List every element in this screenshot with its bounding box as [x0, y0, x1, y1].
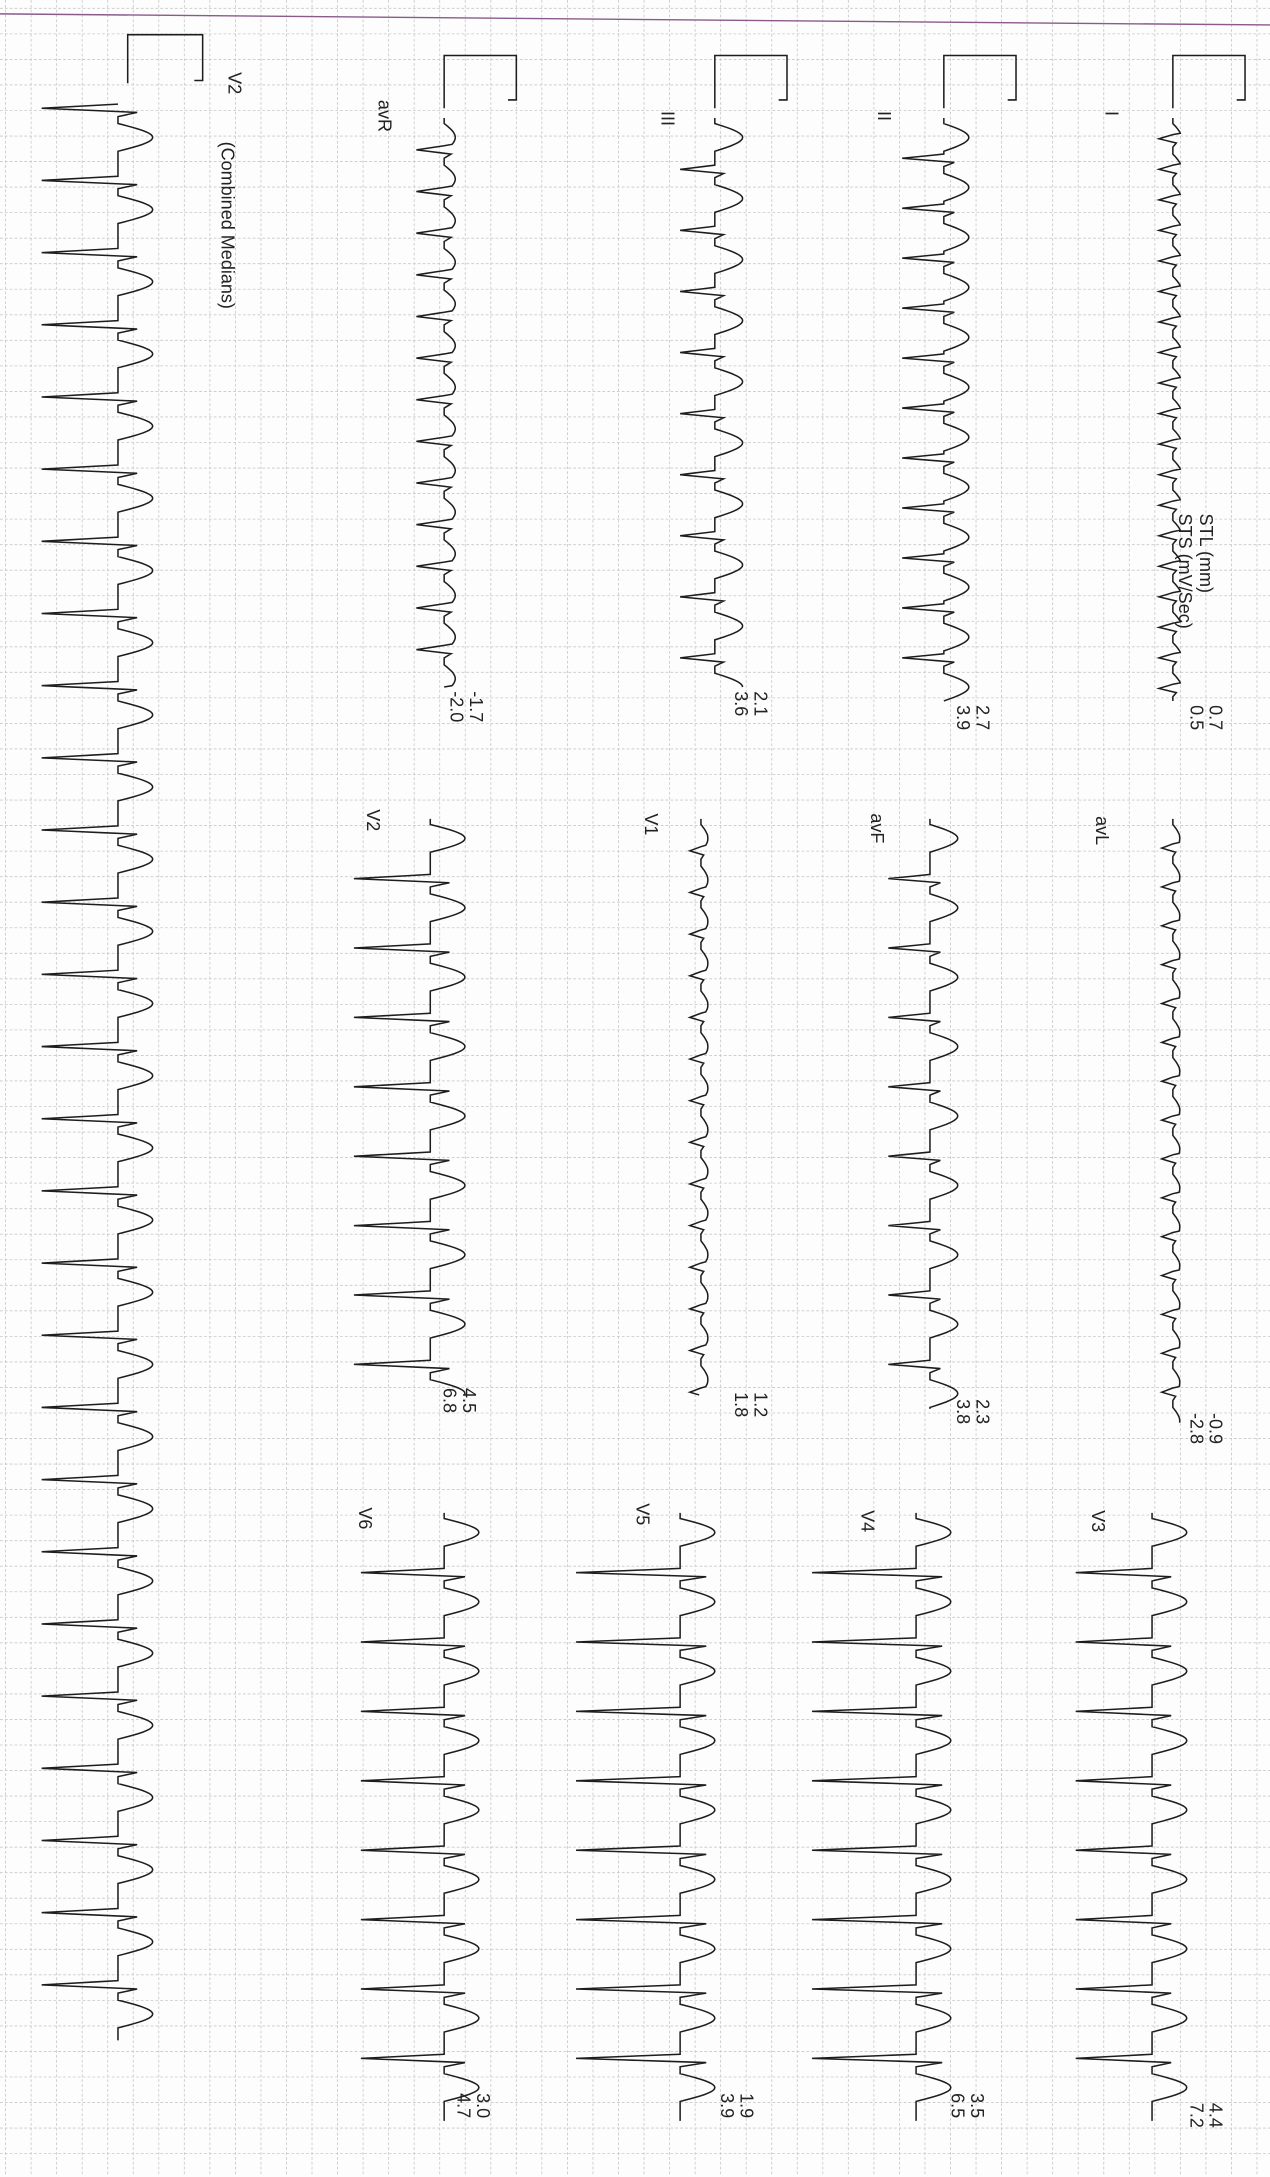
- sts-value: 3.8: [953, 1399, 973, 1424]
- calibration-pulse: [714, 54, 788, 109]
- calibration-pulse: [1172, 54, 1246, 109]
- lead-label: avF: [867, 813, 887, 843]
- ecg-trace: [680, 117, 744, 688]
- ecg-trace: [575, 1512, 716, 2121]
- stl-value: 2.1: [750, 691, 770, 716]
- stl-value: 0.7: [1206, 705, 1226, 730]
- stl-header: STL (mm): [1196, 514, 1216, 593]
- ecg-trace: [353, 818, 466, 1396]
- lead-label: III: [657, 111, 677, 126]
- ecg-trace: [811, 1512, 952, 2121]
- stl-value: 4.4: [1206, 2103, 1226, 2128]
- lead-label: II: [874, 111, 894, 121]
- sts-header: STS (mV/Sec): [1175, 514, 1195, 629]
- ecg-trace: [1075, 1512, 1188, 2121]
- ecg-trace: [1159, 818, 1181, 1423]
- stl-value: 1.9: [737, 2093, 757, 2118]
- rhythm-note: (Combined Medians): [217, 142, 237, 309]
- sts-value: 3.9: [717, 2093, 737, 2118]
- calibration-pulse: [443, 54, 518, 109]
- stl-value: 3.0: [473, 2093, 493, 2118]
- sts-value: 6.5: [948, 2093, 968, 2118]
- ecg-trace: [888, 818, 959, 1409]
- rhythm-trace: [41, 103, 154, 2041]
- ecg-trace: [1156, 117, 1182, 701]
- ecg-trace: [416, 117, 457, 688]
- lead-label: avL: [1092, 816, 1112, 845]
- sts-value: 4.7: [453, 2093, 473, 2118]
- calibration-pulse: [126, 33, 204, 84]
- stl-value: 1.2: [750, 1392, 770, 1417]
- stl-value: 2.3: [973, 1399, 993, 1424]
- rhythm-label: V2: [224, 72, 244, 94]
- sts-value: 0.5: [1186, 705, 1206, 730]
- sts-value: 3.6: [731, 691, 751, 716]
- stl-value: -1.7: [466, 691, 486, 722]
- sheet-edge: [0, 13, 1270, 26]
- calibration-pulse: [943, 54, 1017, 109]
- lead-label: V5: [632, 1503, 652, 1525]
- sts-value: -2.8: [1186, 1413, 1206, 1444]
- lead-label: V3: [1088, 1510, 1108, 1532]
- sts-value: 6.8: [440, 1388, 460, 1413]
- ecg-trace: [360, 1512, 480, 2121]
- ecg-trace: [687, 818, 709, 1396]
- lead-label: V6: [355, 1507, 375, 1529]
- sts-value: 3.9: [953, 705, 973, 730]
- stl-value: -0.9: [1206, 1413, 1226, 1444]
- ecg-trace: [902, 117, 970, 702]
- sts-value: -2.0: [446, 691, 466, 722]
- lead-label: avR: [374, 100, 394, 132]
- stl-value: 2.7: [973, 705, 993, 730]
- lead-label: V1: [641, 813, 661, 835]
- stl-value: 4.5: [459, 1388, 479, 1413]
- stl-value: 3.5: [967, 2093, 987, 2118]
- lead-label: I: [1102, 111, 1122, 116]
- lead-label: V2: [363, 809, 383, 831]
- lead-label: V4: [857, 1510, 877, 1532]
- sts-value: 1.8: [731, 1392, 751, 1417]
- sts-value: 7.2: [1186, 2103, 1206, 2128]
